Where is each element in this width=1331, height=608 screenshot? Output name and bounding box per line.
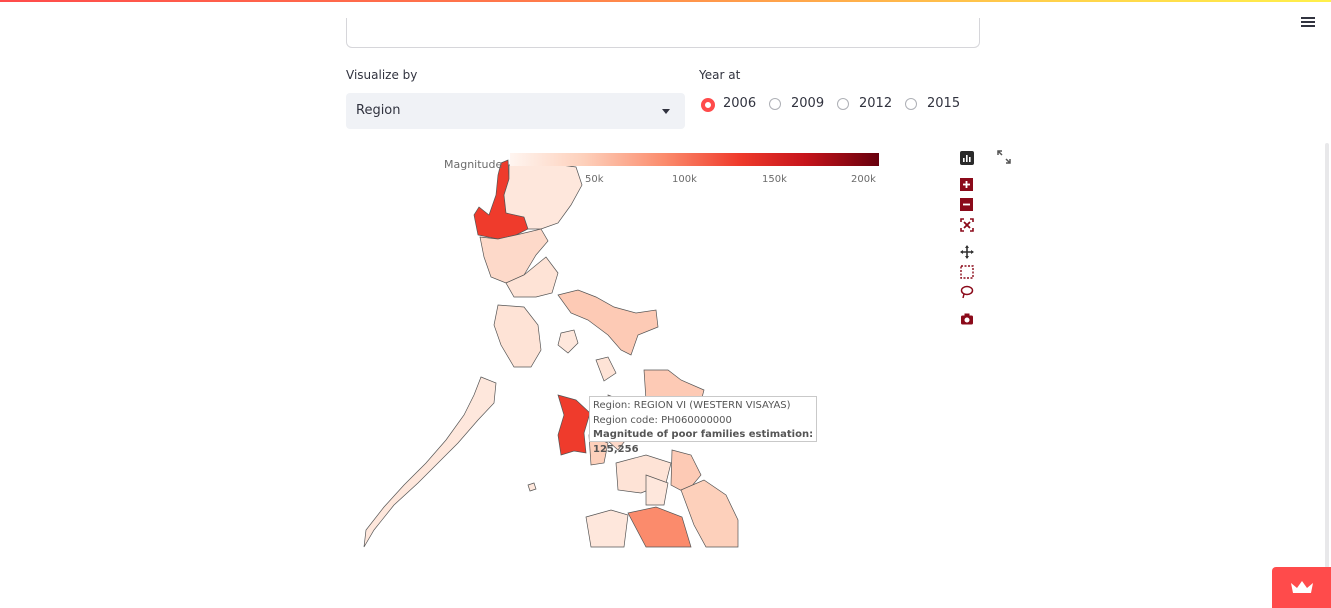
year-option-label: 2015 [927, 96, 961, 111]
crown-icon [1291, 581, 1313, 593]
map-region-bicol[interactable] [557, 289, 659, 356]
colorbar-tick: 200k [851, 174, 876, 185]
colorbar-title: Magnitude [444, 158, 503, 171]
radio-unchecked-icon [905, 98, 917, 110]
tooltip-code-line: Region code: PH060000000 [593, 414, 732, 426]
philippines-choropleth-map[interactable] [346, 145, 766, 550]
header-decoration-bar [0, 0, 1331, 2]
year-option-label: 2009 [791, 96, 825, 111]
colorbar-tick: 150k [762, 174, 787, 185]
map-region-palawan[interactable] [363, 376, 497, 548]
colorbar-tick: 100k [672, 174, 697, 185]
bar-chart-icon[interactable] [960, 151, 974, 165]
previous-input-field[interactable] [346, 18, 980, 48]
visualize-by-select[interactable]: Region [346, 93, 685, 129]
map-region-central-luzon[interactable] [479, 228, 549, 284]
page-scrollbar[interactable] [1325, 143, 1329, 568]
map-region-davao[interactable] [680, 479, 739, 548]
fullscreen-expand-icon[interactable] [997, 150, 1011, 164]
camera-icon[interactable] [960, 312, 974, 326]
tooltip-magnitude-line: Magnitude of poor families estimation: 1… [593, 429, 814, 455]
map-hover-tooltip: Region: REGION VI (WESTERN VISAYAS) Regi… [589, 396, 817, 455]
year-at-label: Year at [699, 68, 741, 82]
radio-unchecked-icon [837, 98, 849, 110]
map-region-mindoro-islets[interactable] [557, 329, 579, 354]
map-region-zamboanga[interactable] [585, 509, 629, 548]
zoom-out-icon[interactable] [960, 198, 974, 212]
box-select-icon[interactable] [960, 265, 974, 279]
tooltip-region-line: Region: REGION VI (WESTERN VISAYAS) [593, 400, 791, 411]
map-region-barmm[interactable] [645, 474, 669, 506]
autoscale-icon[interactable] [960, 218, 974, 232]
lasso-select-icon[interactable] [960, 285, 974, 299]
hamburger-menu-icon[interactable] [1300, 15, 1318, 29]
pan-icon[interactable] [960, 245, 974, 259]
radio-checked-icon [701, 98, 715, 112]
visualize-by-label: Visualize by [346, 68, 418, 82]
year-option-label: 2006 [723, 96, 757, 111]
map-region-caraga[interactable] [670, 449, 702, 494]
map-region-mimaropa[interactable] [493, 304, 542, 368]
colorbar-tick: 50k [585, 174, 604, 185]
visualize-by-value: Region [356, 103, 401, 118]
map-region-soccsksargen[interactable] [627, 506, 692, 548]
radio-unchecked-icon [769, 98, 781, 110]
zoom-in-icon[interactable] [960, 178, 974, 192]
map-region-western-visayas[interactable] [557, 394, 591, 456]
map-region-calabarzon[interactable] [505, 256, 559, 298]
map-region-samar-islets[interactable] [595, 356, 617, 382]
year-option-label: 2012 [859, 96, 893, 111]
colorbar-gradient [510, 153, 879, 166]
map-region-sulu[interactable] [527, 482, 537, 492]
streamlit-badge[interactable] [1272, 567, 1331, 608]
caret-down-icon [662, 109, 670, 114]
